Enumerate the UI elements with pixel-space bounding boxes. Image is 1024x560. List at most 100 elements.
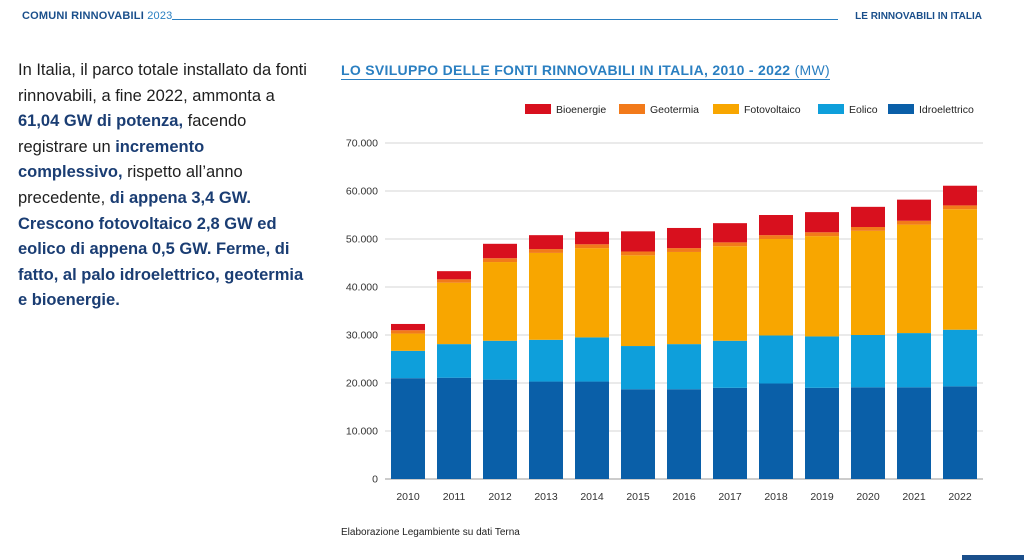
bar-segment-bioenergie: [529, 235, 563, 250]
bar-segment-idroelettrico: [437, 377, 471, 479]
bar-segment-bioenergie: [897, 199, 931, 221]
x-tick-label: 2019: [810, 491, 834, 503]
legend-label: Bioenergie: [556, 104, 606, 116]
bar-segment-bioenergie: [943, 185, 977, 206]
bar-segment-idroelettrico: [759, 383, 793, 479]
bar-segment-fotovoltaico: [851, 230, 885, 335]
intro-highlight-2: incremento complessivo,: [18, 137, 205, 182]
y-tick-label: 0: [372, 474, 378, 486]
bar-segment-fotovoltaico: [667, 251, 701, 345]
legend-swatch-bioenergie: [525, 104, 551, 114]
bar-segment-idroelettrico: [851, 387, 885, 479]
section-title: LE RINNOVABILI IN ITALIA: [855, 11, 982, 22]
bar-segment-bioenergie: [575, 231, 609, 245]
bar-segment-geotermia: [713, 242, 747, 247]
x-tick-label: 2021: [902, 491, 926, 503]
corner-accent: [962, 555, 1024, 560]
header-divider: [172, 19, 838, 20]
chart-title-text: LO SVILUPPO DELLE FONTI RINNOVABILI IN I…: [341, 62, 791, 78]
bar-segment-idroelettrico: [391, 378, 425, 479]
x-tick-label: 2012: [488, 491, 512, 503]
bar-segment-geotermia: [897, 220, 931, 225]
legend-swatch-geotermia: [619, 104, 645, 114]
x-tick-label: 2017: [718, 491, 742, 503]
x-tick-label: 2020: [856, 491, 880, 503]
bar-segment-eolico: [621, 346, 655, 390]
bar-segment-geotermia: [621, 251, 655, 256]
bar-segment-fotovoltaico: [391, 333, 425, 351]
bar-segment-eolico: [713, 340, 747, 388]
bar-segment-geotermia: [943, 205, 977, 210]
bar-segment-geotermia: [391, 330, 425, 334]
bar-segment-geotermia: [851, 227, 885, 231]
y-tick-label: 20.000: [346, 378, 378, 390]
source-note: Elaborazione Legambiente su dati Terna: [341, 527, 520, 538]
bar-segment-eolico: [391, 350, 425, 379]
legend-swatch-fotovoltaico: [713, 104, 739, 114]
brand-year: 2023: [147, 10, 173, 22]
bar-segment-fotovoltaico: [897, 224, 931, 334]
bar-segment-idroelettrico: [575, 381, 609, 479]
bar-segment-eolico: [943, 329, 977, 387]
bar-segment-idroelettrico: [897, 387, 931, 479]
bar-segment-geotermia: [529, 249, 563, 253]
x-tick-label: 2018: [764, 491, 788, 503]
bar-segment-eolico: [805, 336, 839, 388]
bar-segment-idroelettrico: [483, 379, 517, 479]
chart-title: LO SVILUPPO DELLE FONTI RINNOVABILI IN I…: [341, 62, 830, 80]
intro-highlight-3: di appena 3,4 GW. Crescono fotovoltaico …: [18, 188, 304, 310]
bar-segment-fotovoltaico: [575, 248, 609, 338]
x-tick-label: 2016: [672, 491, 696, 503]
bar-segment-idroelettrico: [943, 386, 977, 479]
bar-segment-bioenergie: [759, 215, 793, 236]
bar-segment-bioenergie: [667, 227, 701, 249]
bar-segment-eolico: [667, 344, 701, 390]
bar-segment-eolico: [759, 335, 793, 384]
y-tick-label: 10.000: [346, 426, 378, 438]
intro-text-2: facendo registrare un: [18, 112, 247, 156]
bar-segment-geotermia: [483, 258, 517, 263]
bar-segment-idroelettrico: [667, 389, 701, 479]
legend-label: Geotermia: [650, 104, 699, 116]
x-tick-label: 2014: [580, 491, 604, 503]
bar-segment-bioenergie: [483, 243, 517, 259]
bar-segment-fotovoltaico: [529, 252, 563, 340]
y-tick-label: 70.000: [346, 138, 378, 150]
brand-name: COMUNI RINNOVABILI: [22, 10, 144, 22]
x-tick-label: 2015: [626, 491, 650, 503]
bar-segment-geotermia: [437, 279, 471, 283]
bar-segment-fotovoltaico: [713, 246, 747, 341]
legend-swatch-eolico: [818, 104, 844, 114]
bar-segment-fotovoltaico: [483, 262, 517, 341]
bar-segment-idroelettrico: [529, 381, 563, 479]
legend-label: Fotovoltaico: [744, 104, 801, 116]
bar-segment-bioenergie: [391, 323, 425, 331]
bar-segment-geotermia: [575, 244, 609, 249]
bar-segment-eolico: [897, 333, 931, 388]
y-tick-label: 60.000: [346, 186, 378, 198]
x-tick-label: 2010: [396, 491, 420, 503]
bar-segment-fotovoltaico: [437, 282, 471, 345]
bar-segment-geotermia: [667, 248, 701, 252]
bar-segment-idroelettrico: [805, 387, 839, 479]
y-tick-label: 30.000: [346, 330, 378, 342]
bar-segment-eolico: [437, 344, 471, 378]
intro-paragraph: In Italia, il parco totale installato da…: [18, 58, 308, 314]
bar-segment-geotermia: [759, 235, 793, 239]
chart-title-unit: (MW): [794, 62, 830, 78]
header-brand: COMUNI RINNOVABILI 2023: [22, 10, 173, 22]
legend-swatch-idroelettrico: [888, 104, 914, 114]
bar-segment-bioenergie: [851, 206, 885, 227]
y-tick-label: 40.000: [346, 282, 378, 294]
x-tick-label: 2013: [534, 491, 558, 503]
bar-segment-bioenergie: [805, 212, 839, 233]
bar-segment-idroelettrico: [621, 389, 655, 479]
intro-text-1: In Italia, il parco totale installato da…: [18, 61, 307, 105]
bar-segment-bioenergie: [621, 231, 655, 252]
legend-label: Idroelettrico: [919, 104, 974, 116]
bar-segment-bioenergie: [437, 271, 471, 280]
bar-segment-fotovoltaico: [621, 255, 655, 347]
bar-segment-idroelettrico: [713, 387, 747, 479]
bar-segment-geotermia: [805, 232, 839, 237]
